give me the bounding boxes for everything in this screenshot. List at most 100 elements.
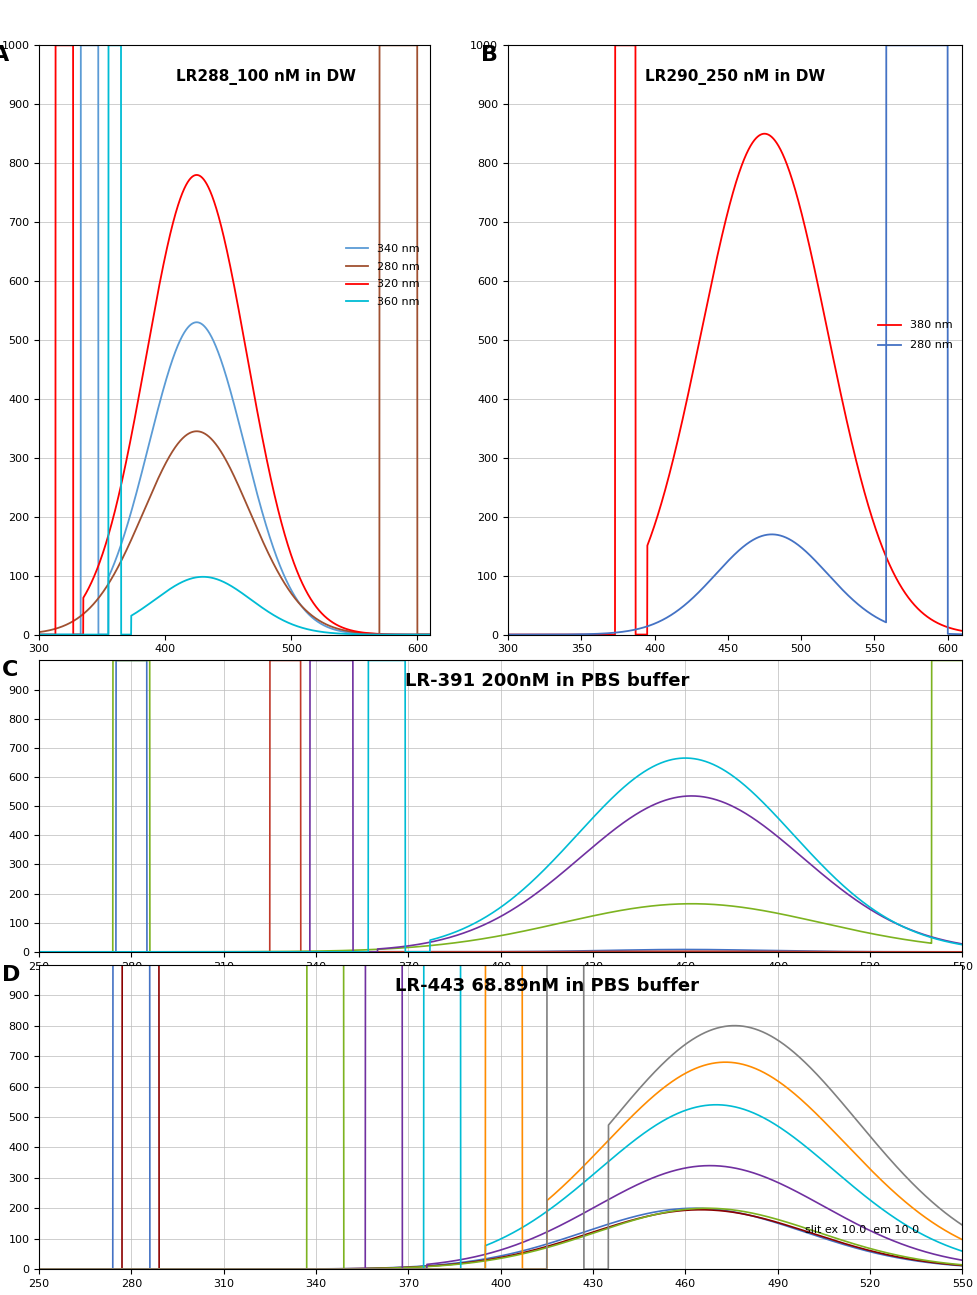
Text: B: B <box>481 45 498 65</box>
320 nm <box>325 614 337 629</box>
340 nm <box>355 625 366 641</box>
Ex 380 (LR-443, 68.89nM) <box>956 1243 968 1259</box>
280 nm <box>797 541 809 557</box>
Ex 380 (LR-443, 68.89nM) <box>722 1098 734 1114</box>
Ex 360 nm (LR-443, 68.89nM) <box>634 1176 646 1191</box>
Ex 280 nm (LR-443, 68.89nM) <box>201 1261 213 1277</box>
Ex 280 nm (LR-443, 68.89nM) <box>792 1221 804 1237</box>
Ex 360 nm (LR-443, 68.89nM) <box>386 957 398 973</box>
Ex 280 nm 1X PBS buffer <box>386 1260 398 1276</box>
Ex 420 (LR-443, 68.89nM) <box>201 1261 213 1277</box>
380 nm <box>797 214 809 229</box>
Ex 280 nm 1X PBS buffer <box>792 943 804 958</box>
Ex 280 nm (LR-443, 68.89nM) <box>386 1260 398 1276</box>
280 nm <box>875 613 887 628</box>
Ex 340 nm (LR-443, 68.89nM) <box>956 1257 968 1273</box>
380 nm <box>610 38 621 53</box>
360 nm <box>105 38 116 53</box>
Line: Ex 280 nm 1X PBS buffer: Ex 280 nm 1X PBS buffer <box>39 660 962 952</box>
380 nm <box>676 416 688 431</box>
280 nm <box>355 625 366 641</box>
Ex 330 nm 1X PBS buffer <box>792 944 804 960</box>
Ex 420 (LR-443, 68.89nM) <box>541 957 553 973</box>
340 nm <box>268 540 279 556</box>
Line: Ex 380 (LR-443, 68.89nM): Ex 380 (LR-443, 68.89nM) <box>39 965 962 1269</box>
320 nm <box>50 38 62 53</box>
Ex 380 (LR-443, 68.89nM) <box>33 1261 45 1277</box>
Ex 280 nm LR-391 (200 nM) <box>722 897 734 913</box>
Ex 340 nm LR-391 (200 nM) <box>956 936 968 952</box>
Text: LR-391 200nM in PBS buffer: LR-391 200nM in PBS buffer <box>404 672 689 690</box>
Ex 380 (LR-443, 68.89nM) <box>386 1261 398 1277</box>
Ex 380 (LR-443, 68.89nM) <box>587 1167 599 1182</box>
Ex 280 nm 1X PBS buffer <box>110 653 122 668</box>
Ex 280 nm 1X PBS buffer <box>33 944 45 960</box>
Legend: 380 nm, 280 nm: 380 nm, 280 nm <box>874 316 956 355</box>
280 nm <box>324 619 336 635</box>
Ex 330 nm 1X PBS buffer <box>264 653 276 668</box>
280 nm <box>268 556 279 571</box>
280 nm <box>183 426 194 442</box>
Text: LR290_250 nM in DW: LR290_250 nM in DW <box>645 69 826 85</box>
Ex 280 nm LR-391 (200 nM) <box>956 653 968 668</box>
280 nm <box>775 528 786 544</box>
340 nm <box>183 319 194 334</box>
Line: Ex 420 (LR-443, 68.89nM): Ex 420 (LR-443, 68.89nM) <box>39 965 962 1269</box>
Ex 280 nm 1X PBS buffer <box>201 944 213 960</box>
Text: C: C <box>2 660 19 680</box>
340 nm <box>325 620 337 636</box>
Ex 280 nm 1X PBS buffer <box>634 1207 646 1222</box>
Ex 400 (LR-443, 68.89nM) <box>386 1261 398 1277</box>
Line: 380 nm: 380 nm <box>508 45 962 635</box>
Ex 400 (LR-443, 68.89nM) <box>792 1089 804 1105</box>
360 nm <box>183 571 194 587</box>
380 nm <box>502 627 514 642</box>
280 nm <box>287 588 299 603</box>
Ex 280 nm (LR-443, 68.89nM) <box>956 1257 968 1273</box>
Ex 340 nm (LR-443, 68.89nM) <box>634 1211 646 1226</box>
Ex 280 nm LR-391 (200 nM) <box>33 944 45 960</box>
360 nm <box>287 616 299 632</box>
Line: Ex 280 nm 1X PBS buffer: Ex 280 nm 1X PBS buffer <box>39 965 962 1269</box>
Ex 330 nm 1X PBS buffer <box>33 944 45 960</box>
Ex 330 nm 1X PBS buffer <box>722 944 734 960</box>
Ex 400 (LR-443, 68.89nM) <box>956 1232 968 1247</box>
Ex 380 (LR-443, 68.89nM) <box>418 957 430 973</box>
Ex 400 (LR-443, 68.89nM) <box>634 1101 646 1116</box>
Ex 400 (LR-443, 68.89nM) <box>587 1149 599 1164</box>
320 nm <box>268 483 279 499</box>
Ex 280 nm 1X PBS buffer <box>587 943 599 958</box>
Ex 280 nm (LR-443, 68.89nM) <box>587 1224 599 1239</box>
Text: LR288_100 nM in DW: LR288_100 nM in DW <box>176 69 356 85</box>
Ex 360 nm (LR-443, 68.89nM) <box>722 1159 734 1175</box>
320 nm <box>287 553 299 569</box>
Ex 380 (LR-443, 68.89nM) <box>634 1129 646 1145</box>
Line: Ex 340 nm LR-391 (200 nM): Ex 340 nm LR-391 (200 nM) <box>39 660 962 952</box>
Text: slit ex 10.0  em 10.0: slit ex 10.0 em 10.0 <box>805 1225 919 1234</box>
320 nm <box>424 627 436 642</box>
320 nm <box>183 174 194 189</box>
Ex 420 (LR-443, 68.89nM) <box>792 1049 804 1064</box>
Ex 280 nm (LR-443, 68.89nM) <box>634 1211 646 1226</box>
Ex 360 nm (LR-443, 68.89nM) <box>201 1261 213 1277</box>
380 nm <box>841 414 853 430</box>
Ex 400 (LR-443, 68.89nM) <box>201 1261 213 1277</box>
Ex 280 nm LR-391 (200 nM) <box>634 900 646 916</box>
Ex 360 nm (LR-443, 68.89nM) <box>33 1261 45 1277</box>
Ex 280 nm (LR-443, 68.89nM) <box>33 1261 45 1277</box>
Ex 340 nm LR-391 (200 nM) <box>304 653 316 668</box>
Text: LR-443 68.89nM in PBS buffer: LR-443 68.89nM in PBS buffer <box>395 976 699 995</box>
Ex 420 (LR-443, 68.89nM) <box>33 1261 45 1277</box>
Ex 330 nm 1X PBS buffer <box>956 944 968 960</box>
360 nm <box>268 607 279 623</box>
Ex 360 nm LR-391 (200 nM) <box>587 809 599 825</box>
340 nm <box>75 38 87 53</box>
Ex 340 nm LR-391 (200 nM) <box>386 940 398 956</box>
320 nm <box>33 627 45 642</box>
Ex 340 nm (LR-443, 68.89nM) <box>201 1261 213 1277</box>
280 nm <box>880 38 892 53</box>
Line: Ex 280 nm LR-391 (200 nM): Ex 280 nm LR-391 (200 nM) <box>39 660 962 952</box>
380 nm <box>775 142 786 158</box>
280 nm <box>956 627 968 642</box>
Ex 280 nm 1X PBS buffer <box>722 941 734 957</box>
